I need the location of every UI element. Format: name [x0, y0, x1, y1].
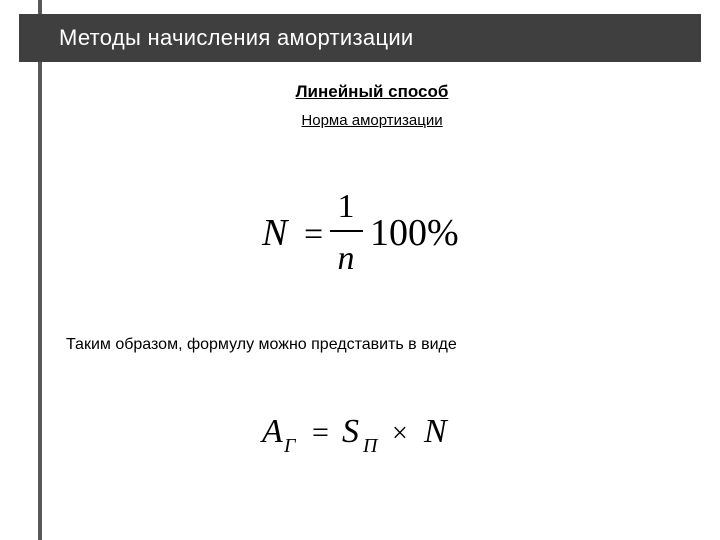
f1-eq: = [304, 216, 323, 253]
f2-S-sub: П [362, 435, 379, 457]
f2-A: A [260, 413, 283, 450]
f1-lhs: N [261, 212, 290, 254]
slide-title: Методы начисления амортизации [59, 25, 414, 51]
body-line: Таким образом, формулу можно представить… [62, 336, 682, 354]
f2-eq: = [312, 416, 329, 449]
f2-times: × [392, 418, 408, 449]
title-bar: Методы начисления амортизации [19, 14, 701, 62]
f1-numer: 1 [338, 188, 355, 225]
f1-suffix: 100% [370, 212, 459, 254]
f2-A-sub: Г [283, 435, 297, 457]
f2-S: S [342, 413, 359, 450]
formula-norm: N = 1 n 100% [62, 177, 682, 292]
subheading-norm: Норма амортизации [62, 112, 682, 129]
subheading-method: Линейный способ [62, 82, 682, 102]
formula-annual-svg: A Г = S П × N [242, 402, 502, 462]
f1-denom: n [338, 240, 355, 277]
f2-N: N [423, 413, 449, 450]
formula-norm-svg: N = 1 n 100% [232, 177, 512, 287]
formula-annual: A Г = S П × N [62, 402, 682, 467]
content-area: Линейный способ Норма амортизации N = 1 … [62, 80, 682, 467]
left-accent-rail [38, 0, 42, 540]
